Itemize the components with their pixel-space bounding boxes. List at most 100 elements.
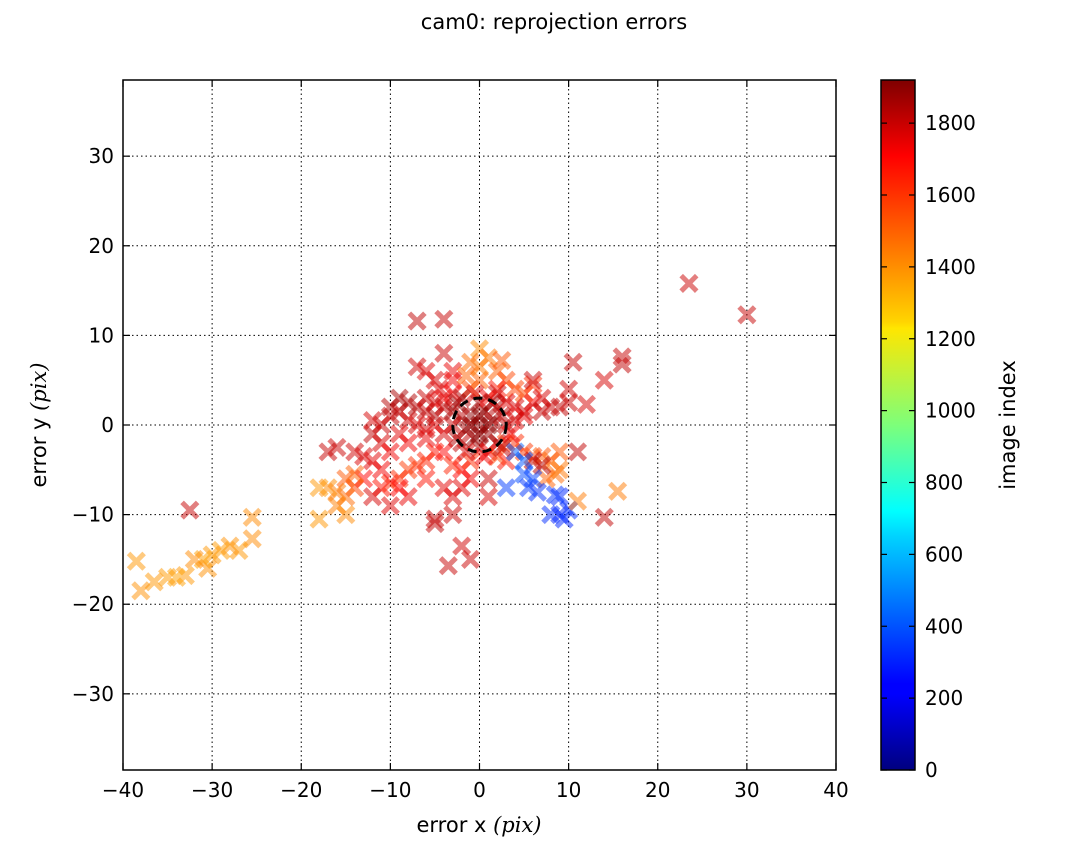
chart-title: cam0: reprojection errors [421, 10, 687, 34]
colorbar-tick-label: 600 [925, 542, 963, 566]
colorbar-tick-label: 1000 [925, 399, 976, 423]
scatter-point [434, 343, 454, 363]
scatter-point [514, 451, 534, 471]
scatter-point [447, 428, 467, 448]
scatter-point [550, 397, 570, 417]
x-tick-label: −40 [102, 778, 144, 802]
y-tick-label: −10 [72, 503, 114, 527]
scatter-point [492, 406, 512, 426]
scatter-point [363, 410, 383, 431]
y-tick-label: 20 [89, 234, 114, 258]
scatter-point [559, 393, 579, 413]
scatter-point [447, 393, 467, 413]
scatter-point [158, 567, 178, 587]
scatter-point [461, 415, 481, 435]
scatter-point [679, 273, 699, 293]
scatter-point [594, 370, 614, 390]
x-tick-label: 0 [473, 778, 486, 802]
scatter-point [559, 379, 579, 399]
colorbar-tick-label: 200 [925, 686, 963, 710]
scatter-point [461, 352, 481, 372]
scatter-point [180, 500, 200, 520]
scatter-point [371, 415, 391, 435]
y-tick-label: 30 [89, 144, 114, 168]
colorbar-tick-label: 1400 [925, 255, 976, 279]
scatter-point [478, 469, 498, 489]
scatter-point [220, 536, 240, 556]
x-tick-label: −20 [280, 778, 322, 802]
colorbar-tick-label: 0 [925, 758, 938, 782]
y-axis-label: error y (pix) [27, 362, 51, 487]
scatter-point [416, 469, 436, 489]
scatter-point [478, 487, 498, 507]
scatter-point [568, 442, 588, 462]
scatter-point [568, 491, 588, 511]
scatter-point [452, 536, 472, 556]
dashed-error-circle [451, 396, 508, 454]
colorbar-tick-label: 1800 [925, 111, 976, 135]
scatter-point [554, 509, 574, 529]
x-axis-label-unit: (pix) [493, 813, 541, 837]
scatter-point [532, 455, 552, 475]
scatter-point [242, 507, 262, 527]
colorbar-tick-label: 800 [925, 471, 963, 495]
scatter-point [496, 478, 516, 498]
scatter-point [416, 361, 436, 381]
x-tick-label: 30 [734, 778, 759, 802]
scatter-point [345, 442, 365, 462]
scatter-point [327, 482, 347, 502]
x-tick-label: 20 [645, 778, 670, 802]
scatter-point [380, 442, 400, 462]
scatter-point [407, 357, 427, 377]
scatter-point [492, 350, 512, 371]
scatter-point [389, 388, 409, 408]
scatter-point [416, 451, 436, 471]
scatter-point [131, 581, 151, 601]
scatter-point [407, 415, 427, 435]
x-tick-label: −10 [369, 778, 411, 802]
scatter-point [532, 402, 552, 422]
x-tick-label: 40 [823, 778, 848, 802]
x-axis-label-text: error x [416, 813, 493, 837]
colorbar-tick-label: 400 [925, 614, 963, 638]
scatter-points [126, 273, 757, 601]
scatter-point [461, 549, 481, 569]
scatter-point [438, 556, 458, 576]
scatter-point [425, 514, 445, 534]
y-axis-label-text: error y [27, 411, 51, 488]
scatter-point [389, 424, 409, 444]
scatter-point [478, 415, 498, 435]
y-tick-label: −20 [72, 592, 114, 616]
scatter-point [126, 551, 146, 571]
scatter-point [363, 451, 383, 471]
scatter-point [576, 394, 596, 414]
y-axis-label-unit: (pix) [27, 362, 51, 410]
scatter-point [425, 393, 445, 413]
scatter-point [474, 446, 494, 466]
scatter-point [443, 361, 463, 381]
scatter-point [144, 572, 164, 592]
scatter-point [550, 460, 570, 480]
scatter-point [336, 505, 356, 525]
scatter-point [198, 558, 218, 578]
scatter-point [469, 370, 490, 390]
scatter-point [505, 379, 525, 399]
scatter-point [380, 473, 400, 493]
scatter-point [527, 482, 547, 502]
scatter-point [608, 481, 628, 501]
x-tick-label: 10 [556, 778, 581, 802]
colorbar-tick-label: 1600 [925, 183, 976, 207]
y-tick-label: −30 [72, 682, 114, 706]
scatter-point [514, 464, 534, 484]
x-axis-label: error x (pix) [416, 813, 541, 837]
scatter-point [242, 529, 262, 549]
scatter-point [184, 549, 204, 569]
scatter-point [354, 446, 374, 466]
scatter-point [327, 437, 347, 457]
scatter-point [202, 545, 222, 565]
scatter-point [514, 402, 534, 422]
scatter-point [345, 464, 365, 484]
scatter-point [229, 540, 249, 560]
scatter-point [407, 455, 427, 475]
